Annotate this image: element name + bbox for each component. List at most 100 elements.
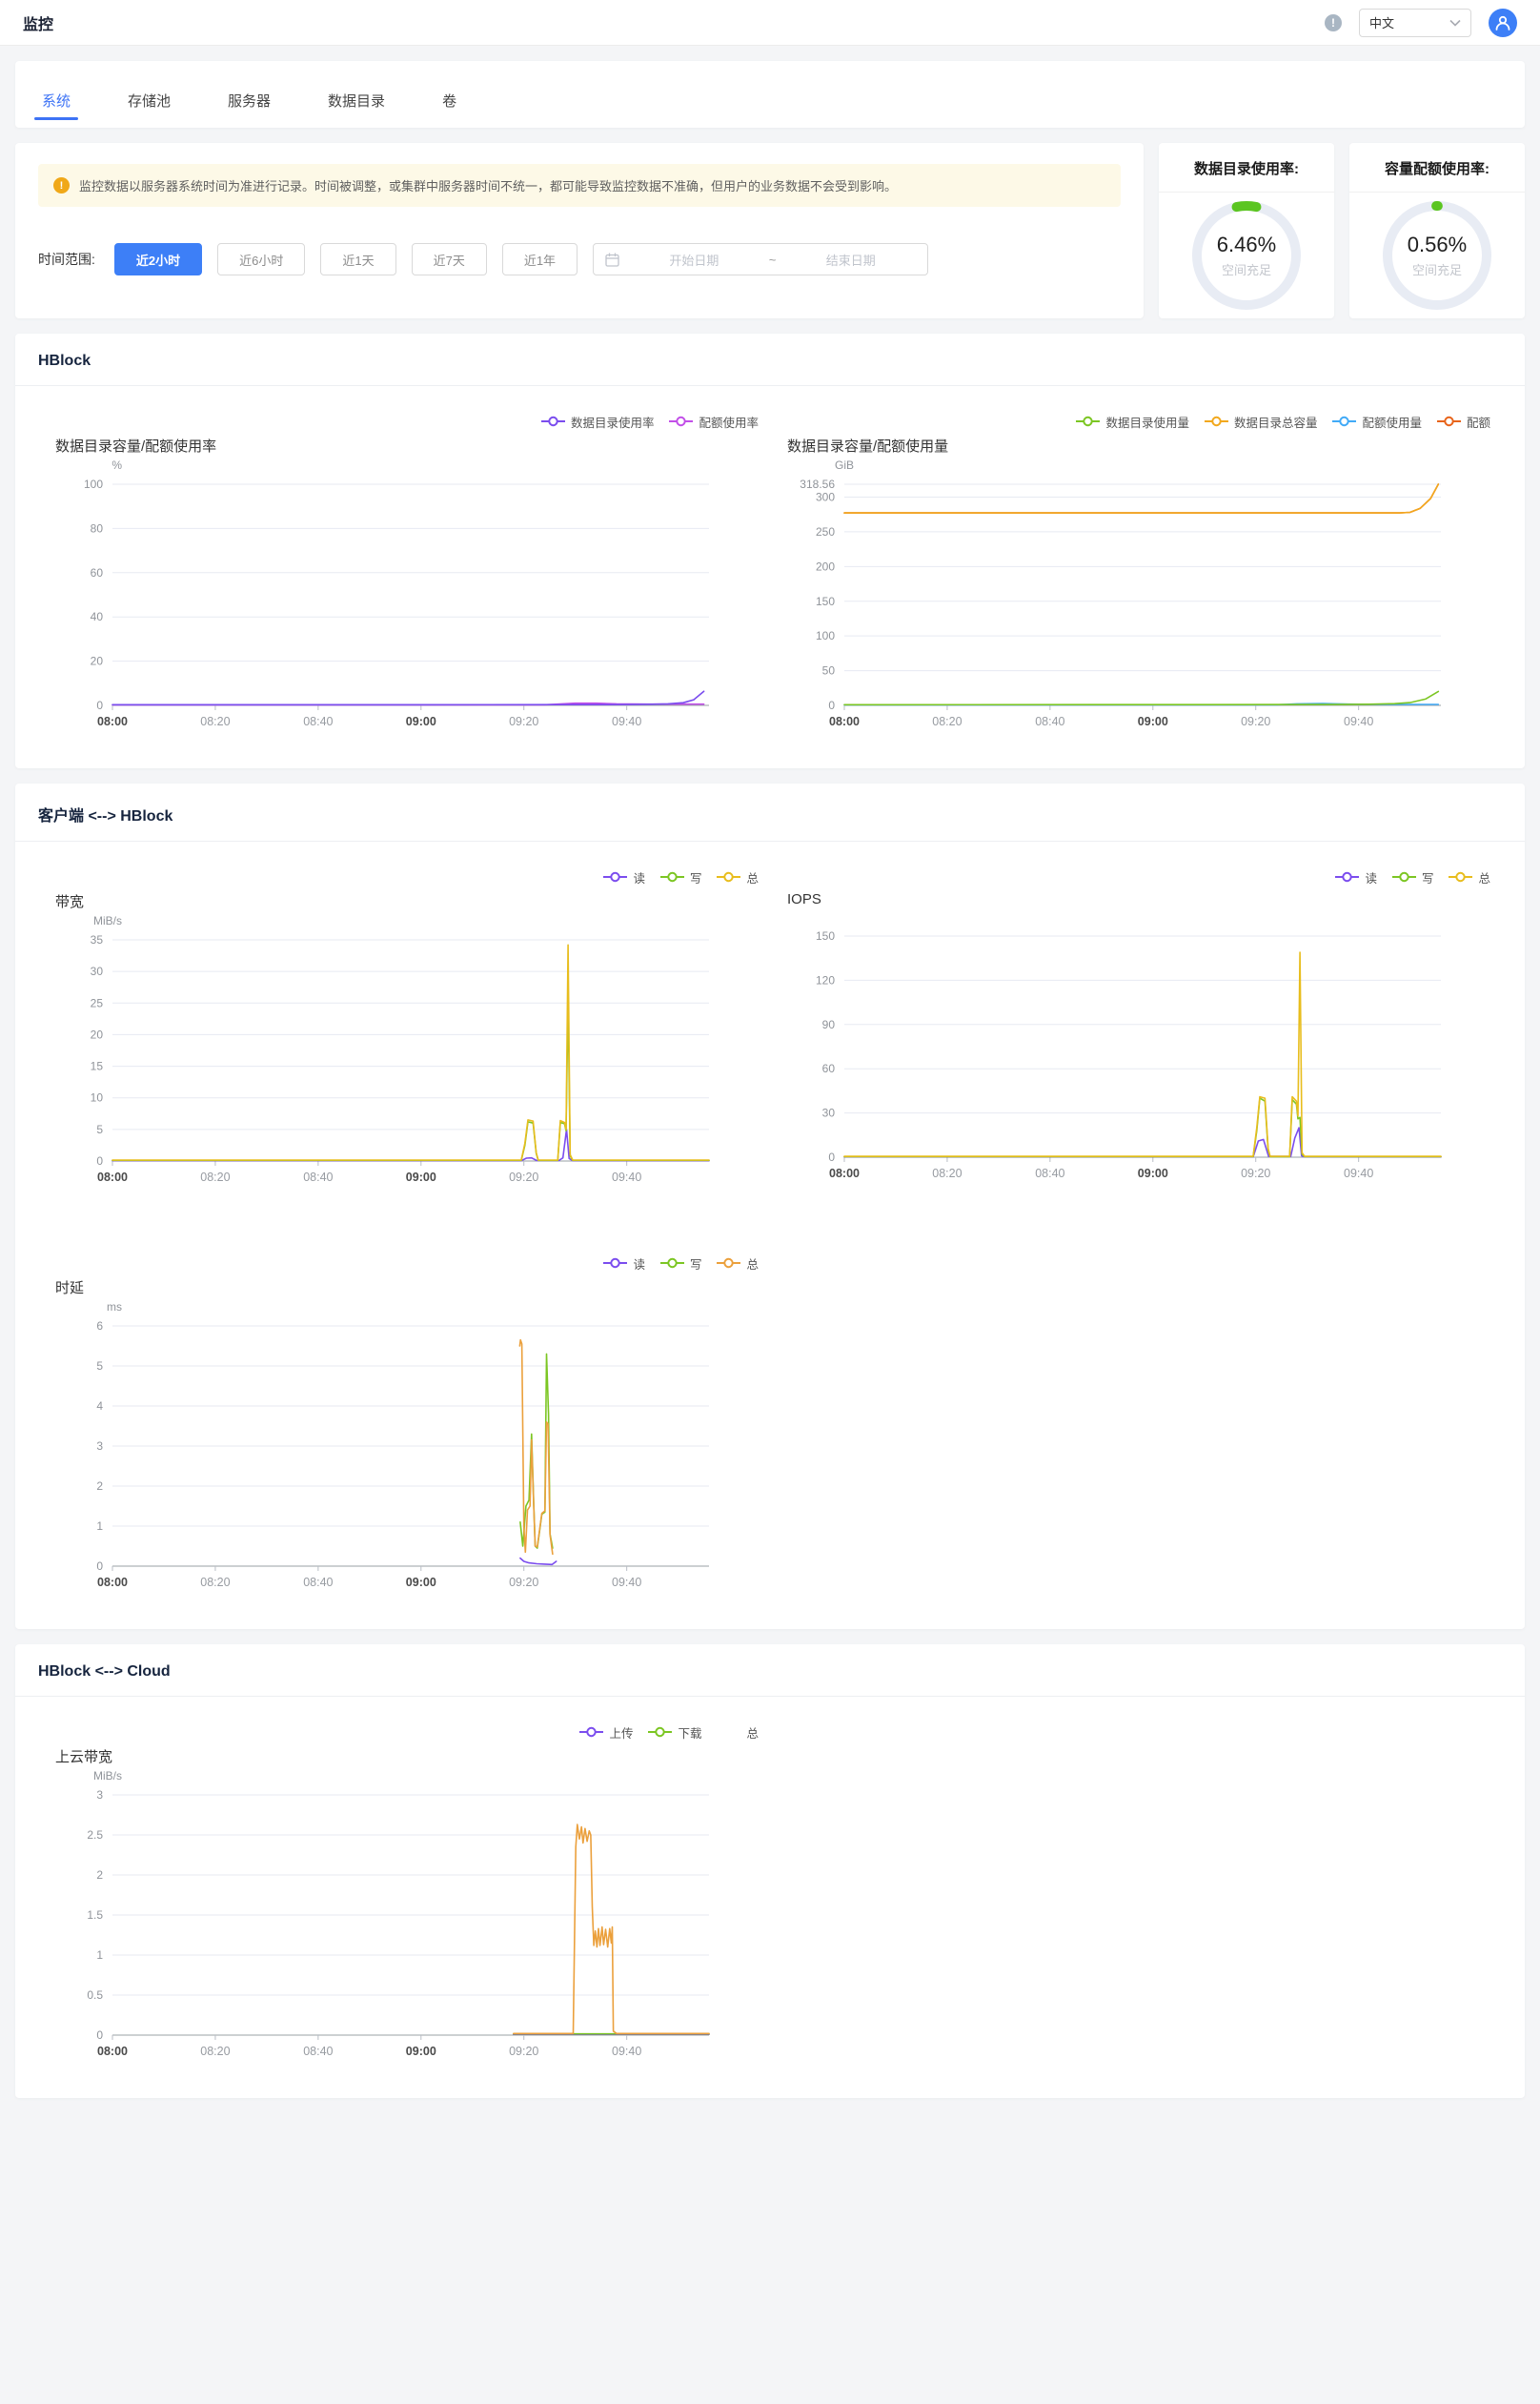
legend-item[interactable]: 数据目录使用量 (1076, 413, 1189, 431)
svg-text:0.5: 0.5 (87, 1988, 103, 2002)
gauge-title: 容量配额使用率: (1349, 143, 1525, 193)
legend-item[interactable]: 配额 (1436, 413, 1490, 431)
legend-item[interactable]: 数据目录总容量 (1204, 413, 1317, 431)
legend-label: 读 (633, 871, 645, 886)
legend-item[interactable]: 上传 (579, 1723, 633, 1742)
tab-volume[interactable]: 卷 (442, 93, 457, 110)
legend-item[interactable]: 写 (659, 1254, 702, 1273)
section-hblock-cloud: HBlock <--> Cloud 上传 下载 总 上云带宽 0 0.5 1 1.5 2 2.… (15, 1644, 1525, 2098)
legend-marker-icon (648, 1726, 673, 1738)
svg-text:90: 90 (822, 1018, 836, 1031)
line-chart: 0 5 10 15 20 25 30 35 MiB/s 08:00 08:20 08:40 09:00 0… (91, 914, 710, 1184)
svg-text:0: 0 (828, 1151, 835, 1164)
svg-text:30: 30 (822, 1107, 836, 1120)
tab-data-directory[interactable]: 数据目录 (328, 93, 386, 110)
svg-text:0: 0 (96, 699, 103, 712)
legend-item[interactable]: 读 (603, 1254, 645, 1273)
svg-text:0: 0 (96, 2028, 103, 2042)
legend-item[interactable]: 数据目录使用率 (540, 413, 655, 431)
legend-item[interactable]: 下载 (648, 1723, 701, 1742)
tab-storage-pool[interactable]: 存储池 (128, 93, 172, 110)
svg-text:09:40: 09:40 (1344, 1167, 1373, 1180)
chart-legend: 读 写总 (50, 1253, 759, 1273)
time-button-1d[interactable]: 近1天 (320, 243, 396, 275)
legend-item[interactable]: 配额使用量 (1332, 413, 1422, 431)
svg-text:08:20: 08:20 (200, 715, 230, 728)
svg-text:120: 120 (816, 973, 835, 987)
legend-item[interactable]: 写 (659, 868, 701, 886)
info-icon[interactable]: ! (1325, 13, 1342, 31)
end-date-placeholder[interactable]: 结束日期 (825, 253, 876, 268)
avatar[interactable] (1489, 8, 1517, 37)
svg-text:MiB/s: MiB/s (93, 914, 122, 927)
svg-text:0: 0 (828, 699, 835, 712)
legend-item[interactable]: 读 (603, 868, 645, 886)
legend-label: 写 (689, 1257, 702, 1272)
legend-item[interactable]: 总 (717, 1254, 759, 1273)
chart-title: 上云带宽 (55, 1749, 113, 1765)
chart-dir-quota-usage-rate: 数据目录使用率 配额使用率 数据目录容量/配额使用率 0 20 40 60 80 100% 0… (38, 411, 770, 740)
legend-marker-icon (1436, 416, 1461, 427)
svg-text:60: 60 (91, 566, 104, 580)
language-select[interactable]: 中文 (1359, 8, 1471, 37)
date-range-picker[interactable]: 开始日期 ~ 结束日期 (593, 243, 929, 275)
legend-label: 读 (633, 1257, 645, 1272)
time-button-7d[interactable]: 近7天 (411, 243, 487, 275)
page-content: 系统 存储池 服务器 数据目录 卷 ! 监控数据以服务器系统时间为准进行记录。时… (0, 46, 1540, 2129)
tab-server[interactable]: 服务器 (228, 93, 272, 110)
legend-marker-icon (1204, 416, 1228, 427)
section-title: HBlock <--> Cloud (15, 1644, 1525, 1697)
gauge-title: 数据目录使用率: (1159, 143, 1334, 193)
legend-item[interactable]: 总 (717, 868, 759, 886)
section-title: HBlock (15, 334, 1525, 386)
svg-text:08:20: 08:20 (200, 1576, 230, 1589)
legend-item[interactable]: 读 (1335, 868, 1377, 886)
svg-text:08:00: 08:00 (829, 1167, 860, 1180)
chart-legend: 读写总 (781, 866, 1490, 887)
tab-system[interactable]: 系统 (33, 68, 79, 128)
legend-item[interactable]: 总 (1449, 868, 1490, 886)
start-date-placeholder[interactable]: 开始日期 (669, 253, 719, 268)
chart-title: 时延 (55, 1280, 85, 1296)
svg-text:40: 40 (91, 610, 104, 623)
legend-label: 数据目录使用率 (570, 416, 655, 430)
svg-text:08:40: 08:40 (303, 1576, 333, 1589)
legend-marker-icon (1391, 871, 1416, 883)
svg-text:20: 20 (91, 1028, 104, 1041)
empty-chart-slot (770, 1253, 1502, 1600)
legend-marker-icon (1449, 871, 1473, 883)
section-hblock: HBlock 数据目录使用率 配额使用率 数据目录容量/配额使用率 0 20 40 60… (15, 334, 1525, 768)
time-button-2h[interactable]: 近2小时 (113, 243, 203, 275)
legend-marker-icon (717, 1257, 741, 1269)
time-button-1y[interactable]: 近1年 (501, 243, 578, 275)
svg-text:3: 3 (96, 1788, 103, 1802)
line-chart: 0 1 2 3 4 5 6 ms 08:00 08:20 08:40 09:00 09:20 09:40 (96, 1300, 709, 1589)
svg-text:1: 1 (96, 1948, 103, 1962)
page-title: 监控 (23, 16, 54, 33)
svg-text:250: 250 (816, 525, 835, 539)
gauge-value: 6.46% (1216, 233, 1277, 256)
notice-banner: ! 监控数据以服务器系统时间为准进行记录。时间被调整，或集群中服务器时间不统一，… (38, 164, 1121, 207)
svg-text:09:00: 09:00 (406, 1171, 436, 1184)
legend-item[interactable]: 总 (717, 1723, 759, 1742)
svg-text:09:20: 09:20 (1241, 715, 1270, 728)
svg-text:150: 150 (816, 595, 835, 608)
svg-text:09:00: 09:00 (1138, 715, 1168, 728)
svg-text:150: 150 (816, 929, 835, 943)
svg-text:0: 0 (96, 1559, 103, 1573)
svg-text:2.5: 2.5 (87, 1828, 103, 1842)
time-button-6h[interactable]: 近6小时 (217, 243, 306, 275)
legend-marker-icon (659, 1257, 684, 1269)
gauge-card-directory-usage: 数据目录使用率: 6.46% 空间充足 (1159, 143, 1334, 318)
legend-item[interactable]: 写 (1391, 868, 1433, 886)
chart-legend: 数据目录使用率 配额使用率 (50, 411, 759, 432)
line-chart: 0 30 60 90 120 150 08:00 08:20 08:40 09:00 09:20 09… (816, 929, 1442, 1180)
legend-marker-icon (659, 871, 684, 883)
legend-marker-icon (717, 871, 741, 883)
donut-gauge (1192, 201, 1301, 310)
svg-text:08:00: 08:00 (97, 715, 128, 728)
svg-text:15: 15 (91, 1060, 104, 1073)
filters-card: ! 监控数据以服务器系统时间为准进行记录。时间被调整，或集群中服务器时间不统一，… (15, 143, 1144, 318)
legend-item[interactable]: 配额使用率 (669, 413, 759, 431)
